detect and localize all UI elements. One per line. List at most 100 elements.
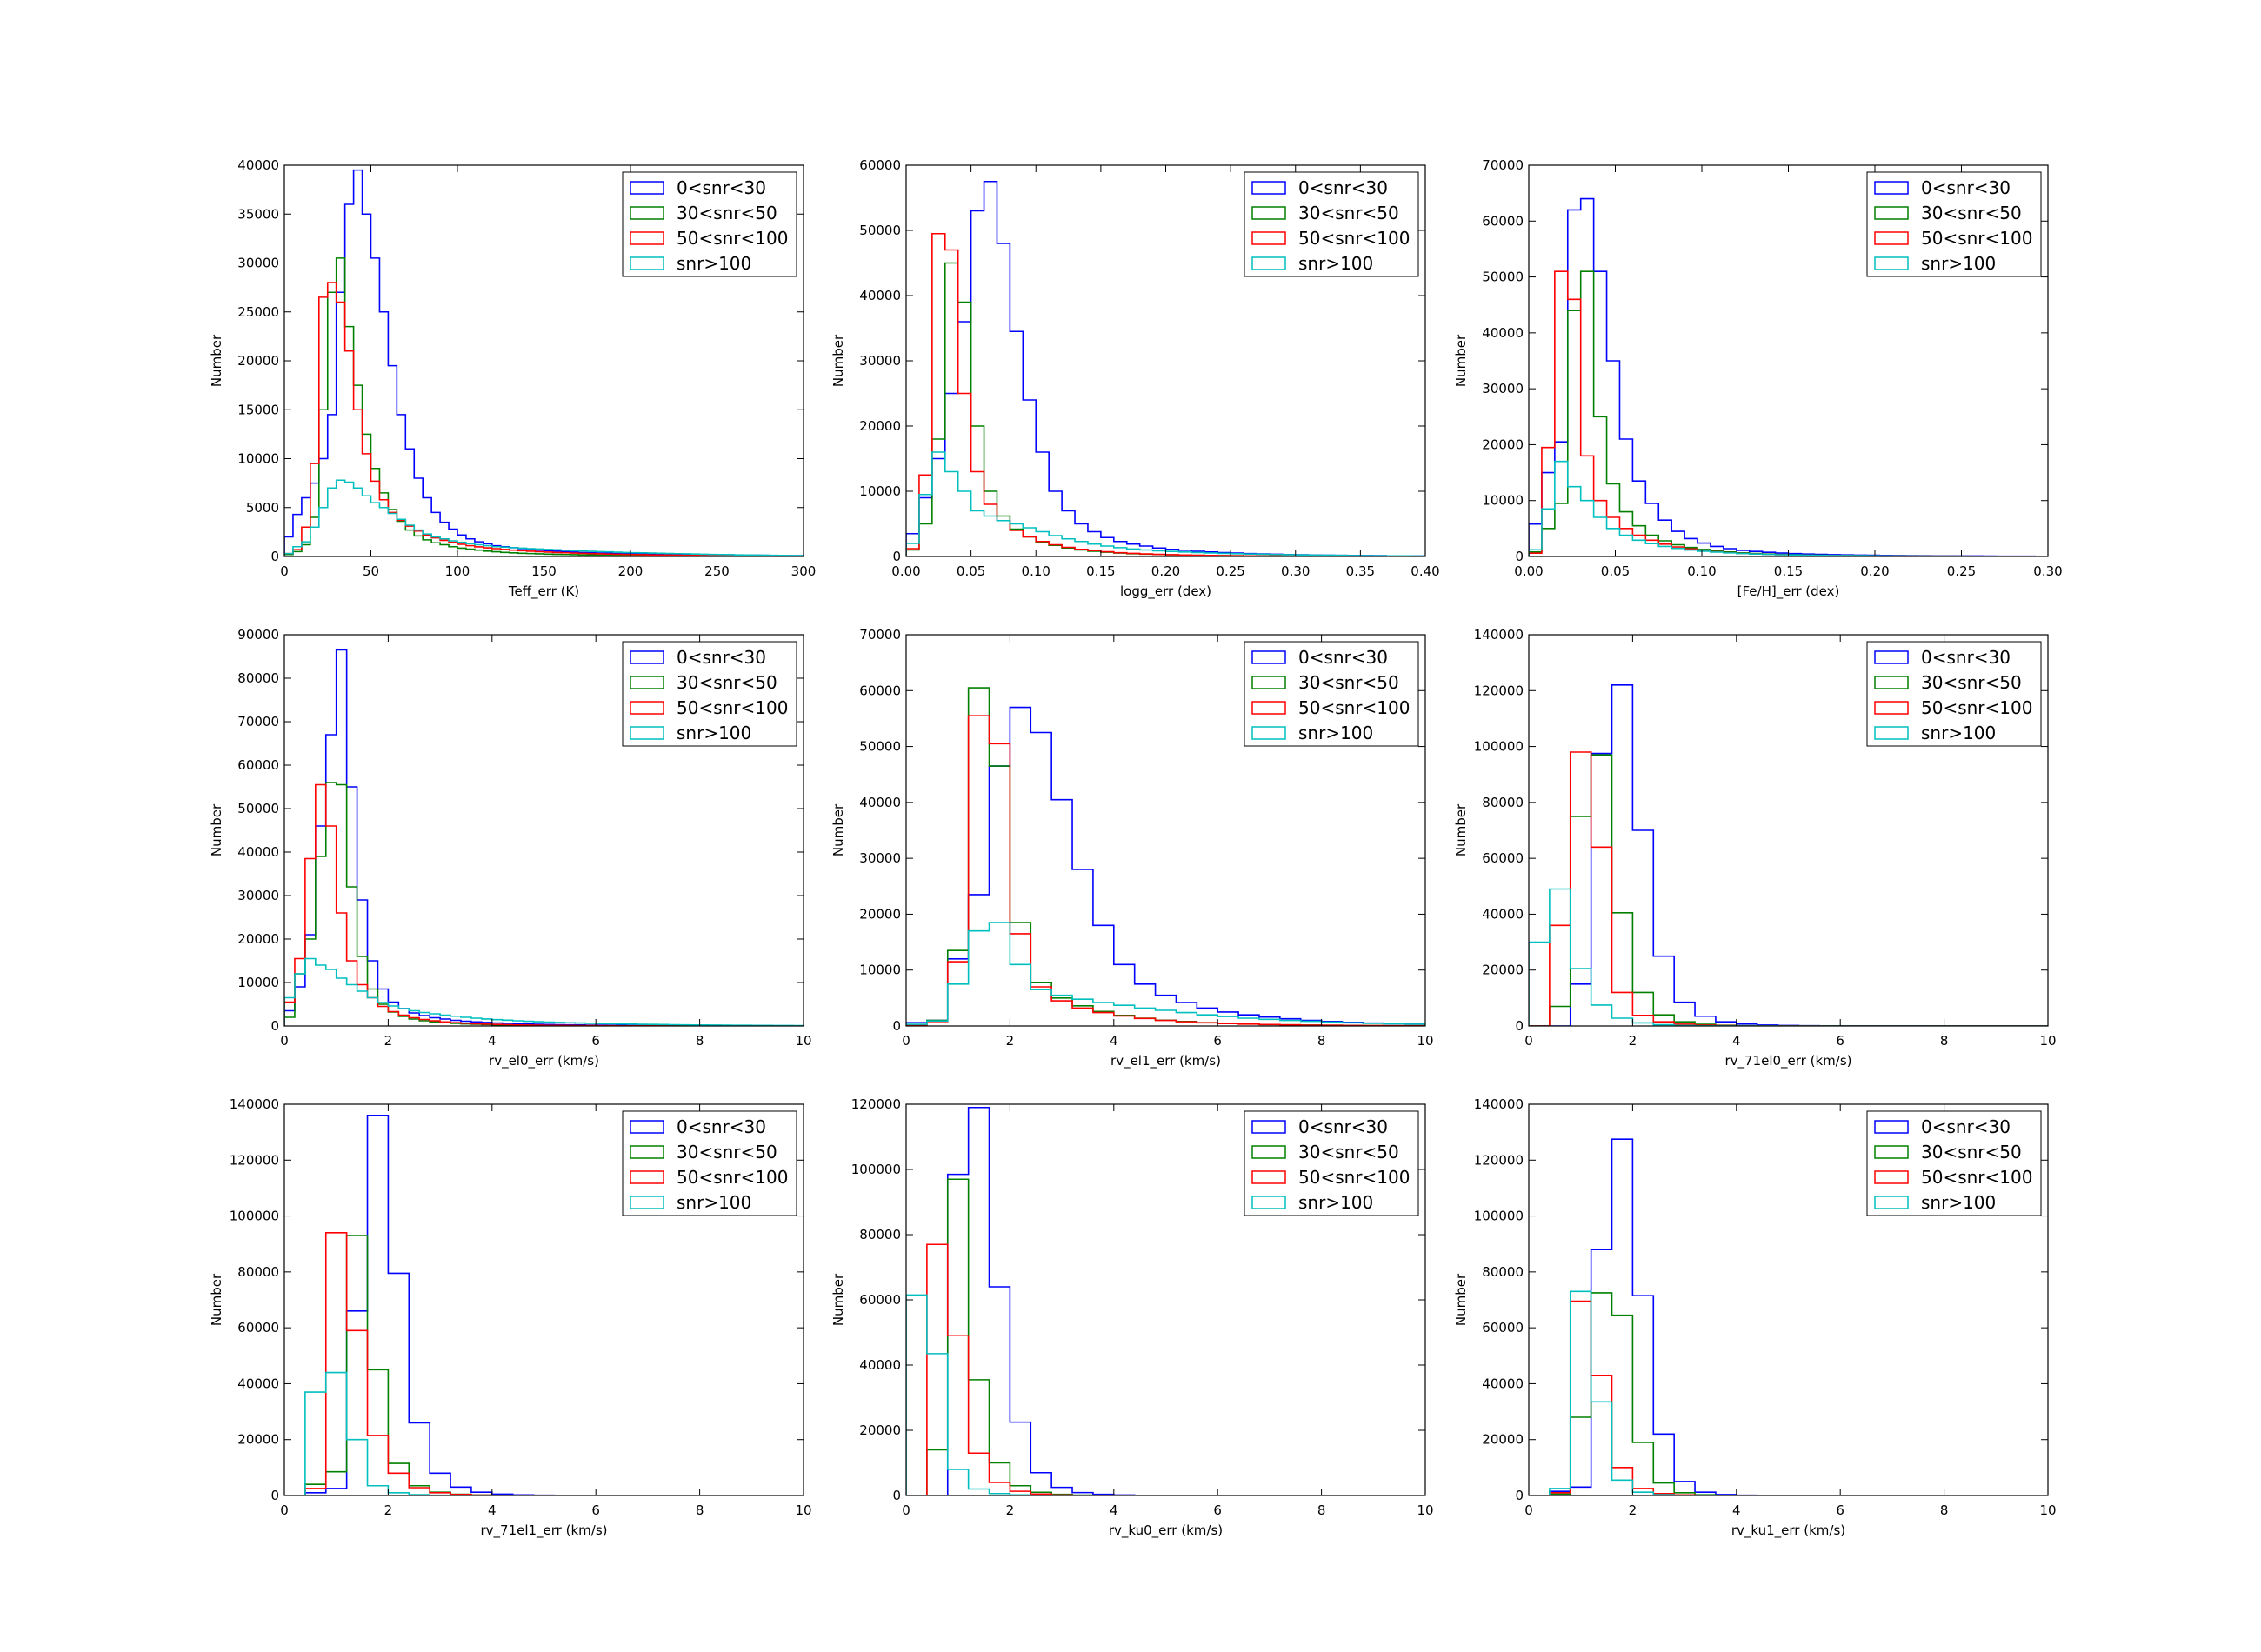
- legend-box: [622, 641, 797, 747]
- y-tick-label: 25000: [237, 304, 279, 320]
- x-tick-label: 10: [2039, 1502, 2056, 1518]
- y-tick-label: 5000: [246, 500, 279, 516]
- legend-swatch: [1874, 676, 1909, 689]
- legend-entry-label: 30<snr<50: [677, 203, 777, 223]
- x-tick-label: 10: [1417, 1033, 1433, 1049]
- legend: 0<snr<30 30<snr<50 50<snr<100 snr>100: [1244, 641, 1419, 747]
- y-tick-label: 15000: [237, 402, 279, 417]
- legend-swatch: [1251, 256, 1286, 270]
- y-tick-label: 40000: [859, 795, 901, 810]
- legend-entry-label: snr>100: [1921, 723, 1996, 743]
- legend-entry-label: 50<snr<100: [1298, 697, 1410, 718]
- x-tick-label: 0.10: [1022, 563, 1050, 579]
- legend-entry-label: 30<snr<50: [1298, 672, 1399, 693]
- legend-box: [1244, 641, 1419, 747]
- series-3-histogram-line: [906, 232, 1425, 556]
- legend-swatch: [1251, 650, 1286, 664]
- legend-swatch: [1251, 701, 1286, 715]
- legend-entry-label: 0<snr<30: [1921, 177, 2011, 198]
- histogram-panel-5: 0 2 4 6 8 10 0 10000 20000 30000 40000 50000 60000 70…: [830, 627, 1434, 1069]
- x-tick-label: 6: [1836, 1033, 1844, 1049]
- y-axis-label: Number: [830, 1273, 846, 1326]
- x-tick-label: 0.15: [1774, 563, 1803, 579]
- legend-swatch: [1251, 181, 1286, 195]
- x-tick-label: 10: [795, 1502, 811, 1518]
- axes-frame: [283, 1103, 804, 1496]
- x-axis-label: rv_71el0_err (km/s): [1724, 1053, 1851, 1069]
- x-tick-label: 0.10: [1687, 563, 1716, 579]
- axes-frame: [1528, 634, 2049, 1027]
- legend: 0<snr<30 30<snr<50 50<snr<100 snr>100: [622, 641, 797, 747]
- legend-entry-label: 0<snr<30: [1298, 647, 1388, 668]
- legend-swatch: [630, 1170, 664, 1184]
- y-axis-label: Number: [1453, 334, 1469, 387]
- legend-swatch: [1251, 1145, 1286, 1159]
- x-tick-label: 0.25: [1216, 563, 1244, 579]
- y-axis-label: Number: [1453, 803, 1469, 856]
- series-3-histogram-line: [906, 1243, 1425, 1495]
- y-tick-label: 0: [270, 549, 279, 564]
- legend-entry-label: snr>100: [1298, 723, 1373, 743]
- y-tick-label: 90000: [237, 627, 279, 643]
- x-tick-label: 8: [1940, 1033, 1949, 1049]
- x-tick-label: 8: [1317, 1502, 1326, 1518]
- y-tick-label: 20000: [237, 1432, 279, 1448]
- series-2-histogram-line: [906, 1178, 1425, 1495]
- legend-swatch: [630, 1196, 664, 1209]
- y-tick-label: 40000: [237, 844, 279, 860]
- x-tick-label: 6: [591, 1033, 600, 1049]
- x-tick-label: 0.00: [1514, 563, 1543, 579]
- legend-swatch: [630, 650, 664, 664]
- y-tick-label: 40000: [237, 157, 279, 173]
- legend-swatch: [630, 256, 664, 270]
- legend-swatch: [1874, 1145, 1909, 1159]
- legend-swatch: [1874, 1196, 1909, 1209]
- legend-entry-label: 0<snr<30: [1298, 177, 1388, 198]
- x-tick-label: 4: [1732, 1033, 1741, 1049]
- x-tick-label: 4: [488, 1502, 497, 1518]
- y-tick-label: 60000: [859, 157, 901, 173]
- legend-entry-label: 30<snr<50: [1921, 1142, 2022, 1162]
- y-tick-label: 20000: [1482, 963, 1524, 978]
- x-axis-label: Teff_err (K): [508, 583, 579, 600]
- histogram-panel-3: 0.00 0.05 0.10 0.15 0.20 0.25 0.30 0 10000 20000 3…: [1453, 157, 2063, 600]
- legend-swatch: [1251, 1120, 1286, 1134]
- y-tick-label: 120000: [1474, 1152, 1524, 1168]
- y-tick-label: 20000: [1482, 1432, 1524, 1448]
- legend-swatch: [630, 1120, 664, 1134]
- legend-swatch: [1874, 650, 1909, 664]
- y-tick-label: 80000: [1482, 1264, 1524, 1280]
- y-tick-label: 20000: [859, 1422, 901, 1438]
- series-4-histogram-line: [1529, 888, 2048, 1026]
- legend-entry-label: 0<snr<30: [677, 177, 766, 198]
- y-tick-label: 60000: [237, 1320, 279, 1336]
- y-tick-label: 30000: [237, 888, 279, 903]
- y-axis-label: Number: [1453, 1273, 1469, 1326]
- legend: 0<snr<30 30<snr<50 50<snr<100 snr>100: [1244, 171, 1419, 277]
- series-2-histogram-line: [1529, 1292, 2048, 1495]
- legend-entry-label: 30<snr<50: [677, 1142, 777, 1162]
- legend-entry-label: 50<snr<100: [677, 228, 788, 249]
- legend: 0<snr<30 30<snr<50 50<snr<100 snr>100: [1866, 1110, 2042, 1216]
- y-tick-label: 80000: [237, 670, 279, 686]
- legend-entry-label: snr>100: [1298, 1192, 1373, 1213]
- y-tick-label: 0: [1515, 1488, 1524, 1503]
- y-tick-label: 70000: [1482, 157, 1524, 173]
- x-axis-label: rv_ku1_err (km/s): [1731, 1522, 1845, 1539]
- y-tick-label: 0: [1515, 1018, 1524, 1034]
- legend-entry-label: 0<snr<30: [1298, 1116, 1388, 1137]
- y-tick-label: 0: [1515, 549, 1524, 564]
- y-tick-label: 100000: [230, 1209, 279, 1224]
- legend-entry-label: 30<snr<50: [1298, 203, 1399, 223]
- x-tick-label: 6: [1836, 1502, 1844, 1518]
- legend-swatch: [630, 231, 664, 245]
- series-3-histogram-line: [284, 282, 804, 556]
- y-axis-label: Number: [830, 334, 846, 387]
- y-tick-label: 20000: [859, 906, 901, 922]
- x-tick-label: 2: [384, 1502, 393, 1518]
- histogram-panel-7: 0 2 4 6 8 10 0 20000 40000 60000 80000 100000 120000…: [209, 1096, 812, 1539]
- legend-entry-label: 50<snr<100: [677, 1167, 788, 1188]
- x-tick-label: 100: [445, 563, 470, 579]
- legend-entry-label: 0<snr<30: [677, 1116, 766, 1137]
- histogram-panel-2: 0.00 0.05 0.10 0.15 0.20 0.25 0.30 0.35 0.40 0 100…: [830, 157, 1440, 600]
